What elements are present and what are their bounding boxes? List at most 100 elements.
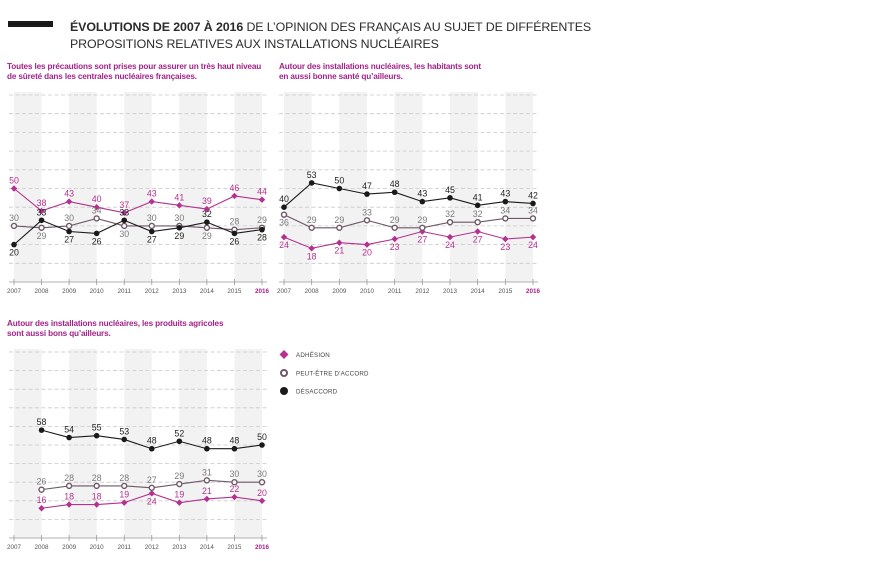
data-label: 18 xyxy=(307,251,317,261)
data-label: 28 xyxy=(92,473,102,483)
data-point xyxy=(258,196,266,203)
data-label: 30 xyxy=(64,213,74,223)
data-label: 34 xyxy=(500,205,510,215)
data-label: 20 xyxy=(9,248,19,258)
chart-1-title-line2: de sûreté dans les centrales nucléaires … xyxy=(7,72,197,81)
data-point xyxy=(121,209,128,217)
data-label: 42 xyxy=(528,190,538,200)
data-label: 46 xyxy=(230,183,240,193)
data-point xyxy=(65,198,73,205)
data-point xyxy=(38,224,45,231)
desaccord-dot-icon xyxy=(280,387,288,395)
data-label: 20 xyxy=(257,488,267,498)
data-label: 30 xyxy=(147,213,157,223)
chart-3-title-line2: sont aussi bons qu’ailleurs. xyxy=(7,329,111,338)
series-line-desaccord xyxy=(283,182,534,208)
x-tick-label: 2010 xyxy=(90,544,105,551)
data-point xyxy=(280,211,288,218)
x-tick-label: 2014 xyxy=(200,544,215,551)
data-label: 34 xyxy=(528,205,538,215)
x-tick-label: 2008 xyxy=(35,544,50,551)
data-label: 29 xyxy=(37,231,47,241)
data-label: 26 xyxy=(37,477,47,487)
legend-label-adhesion: ADHÉSION xyxy=(296,352,330,359)
column-band xyxy=(14,349,42,538)
data-point xyxy=(121,217,128,224)
x-tick-label: 2016 xyxy=(255,288,270,295)
data-point xyxy=(336,185,343,192)
data-point xyxy=(93,482,100,490)
data-label: 26 xyxy=(92,236,102,246)
data-point xyxy=(530,200,536,207)
data-label: 41 xyxy=(174,192,184,202)
data-point xyxy=(38,217,45,224)
legend-item-adhesion: ADHÉSION xyxy=(279,350,330,359)
data-point xyxy=(231,493,238,501)
data-point xyxy=(391,224,398,231)
data-label: 24 xyxy=(279,240,289,250)
data-point xyxy=(93,215,100,222)
x-tick-label: 2012 xyxy=(145,544,160,551)
series-line-adhesion xyxy=(13,188,263,214)
data-label: 27 xyxy=(473,235,483,245)
data-label: 19 xyxy=(174,490,184,500)
data-label: 29 xyxy=(390,215,400,225)
data-label: 52 xyxy=(174,428,184,438)
column-band xyxy=(14,92,42,282)
data-point xyxy=(446,233,454,241)
data-point xyxy=(259,226,265,233)
data-label: 43 xyxy=(500,189,510,199)
data-label: 50 xyxy=(257,432,267,442)
page-title-rest: DE L’OPINION DES FRANÇAIS AU SUJET DE DI… xyxy=(243,19,591,34)
data-label: 50 xyxy=(334,176,344,186)
data-point xyxy=(203,224,211,231)
data-point xyxy=(363,241,371,248)
data-label: 48 xyxy=(230,436,240,446)
column-band xyxy=(505,92,533,282)
data-point xyxy=(391,235,398,243)
data-label: 29 xyxy=(417,215,427,225)
data-point xyxy=(474,202,481,209)
data-label: 47 xyxy=(362,181,372,191)
data-label: 32 xyxy=(445,209,455,219)
data-point xyxy=(66,228,72,235)
column-band xyxy=(234,349,262,538)
data-label: 50 xyxy=(9,176,19,186)
column-band xyxy=(394,92,423,282)
data-label: 54 xyxy=(64,425,74,435)
data-label: 34 xyxy=(92,205,102,215)
data-point xyxy=(203,495,211,503)
chart-3-plot: 2007 2008 2009 2010 2011 2012 2013 2014 2015 2016… xyxy=(7,349,269,551)
data-point xyxy=(203,205,211,213)
data-point xyxy=(38,207,45,215)
chart-2-title-line2: en aussi bonne santé qu’ailleurs. xyxy=(279,72,403,81)
data-point xyxy=(529,215,537,222)
legend-label-desaccord: DÉSACCORD xyxy=(296,389,338,396)
data-point xyxy=(308,245,315,252)
data-point xyxy=(447,195,453,201)
column-band xyxy=(179,92,207,282)
x-tick-label: 2010 xyxy=(360,288,375,295)
data-label: 28 xyxy=(257,233,267,243)
data-label: 29 xyxy=(174,231,184,241)
x-tick-label: 2015 xyxy=(227,544,242,551)
data-label: 23 xyxy=(390,242,400,252)
data-label: 33 xyxy=(362,207,372,217)
data-point xyxy=(258,497,266,504)
x-tick-label: 2014 xyxy=(200,288,215,295)
legend-item-desaccord: DÉSACCORD xyxy=(280,387,338,396)
data-label: 18 xyxy=(64,492,74,502)
chart-1-title-line1: Toutes les précautions sont prises pour … xyxy=(7,62,261,71)
data-label: 29 xyxy=(257,215,267,225)
data-point xyxy=(148,484,155,491)
data-point xyxy=(148,445,155,452)
data-point xyxy=(176,499,183,506)
x-tick-label: 2013 xyxy=(172,544,187,551)
x-tick-label: 2007 xyxy=(7,544,22,551)
data-label: 36 xyxy=(279,218,289,228)
chart-1-plot: 2007 2008 2009 2010 2011 2012 2013 2014 2015 2016… xyxy=(7,92,270,295)
chart-2-title-line1: Autour des installations nucléaires, les… xyxy=(279,62,481,71)
data-point xyxy=(93,432,100,439)
data-point xyxy=(148,198,155,205)
data-point xyxy=(66,434,72,441)
